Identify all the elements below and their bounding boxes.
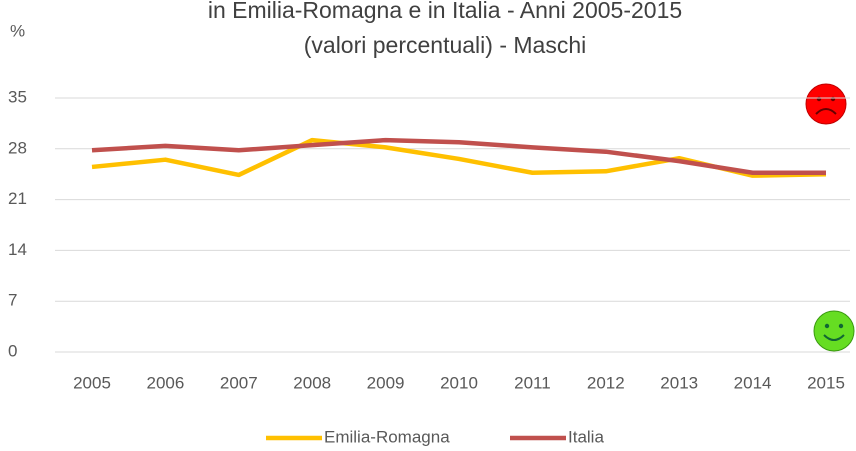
x-tick-label: 2011 <box>514 373 551 392</box>
x-tick-label: 2005 <box>73 373 111 392</box>
y-tick-label: 35 <box>8 87 27 106</box>
y-axis-label: % <box>10 21 25 40</box>
x-tick-label: 2014 <box>734 373 772 392</box>
x-tick-label: 2006 <box>146 373 184 392</box>
x-tick-label: 2007 <box>220 373 258 392</box>
line <box>91 137 826 175</box>
chart-title: in Emilia-Romagna e in Italia - Anni 200… <box>208 0 682 23</box>
y-tick-label: 14 <box>8 240 27 259</box>
y-tick-label: 0 <box>8 341 17 360</box>
x-tick-label: 2008 <box>293 373 331 392</box>
chart-subtitle: (valori percentuali) - Maschi <box>304 32 586 58</box>
y-tick-label: 7 <box>8 291 17 310</box>
x-tick-label: 2015 <box>807 373 845 392</box>
y-tick-label: 28 <box>8 138 27 157</box>
x-tick-label: 2012 <box>587 373 625 392</box>
sad-face <box>805 83 847 125</box>
line <box>91 137 827 178</box>
x-tick-label: 2013 <box>660 373 698 392</box>
legend-label: Emilia-Romagna <box>324 427 450 446</box>
x-tick-label: 2010 <box>440 373 478 392</box>
y-tick-label: 21 <box>8 189 27 208</box>
legend-label: Italia <box>568 427 604 446</box>
happy-face <box>813 310 855 352</box>
x-tick-label: 2009 <box>367 373 405 392</box>
